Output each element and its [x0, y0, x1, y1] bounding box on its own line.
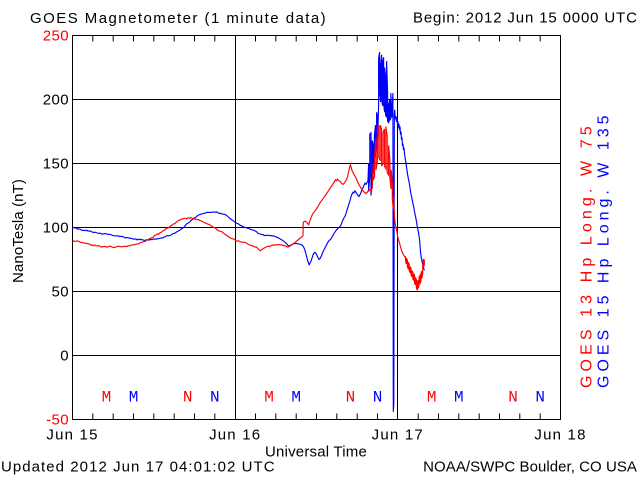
svg-text:Begin: 2012 Jun 15 0000 UTC: Begin: 2012 Jun 15 0000 UTC [413, 10, 638, 27]
svg-text:50: 50 [52, 284, 70, 301]
svg-text:N: N [183, 389, 193, 407]
svg-text:0: 0 [60, 348, 69, 365]
svg-text:N: N [346, 389, 356, 407]
svg-text:GOES Magnetometer (1 minute da: GOES Magnetometer (1 minute data) [30, 10, 327, 27]
svg-text:M: M [129, 389, 139, 407]
svg-text:100: 100 [43, 220, 69, 237]
svg-text:GOES 13 Hp Long. W 75: GOES 13 Hp Long. W 75 [579, 122, 596, 388]
svg-text:Jun 15: Jun 15 [46, 427, 98, 444]
svg-text:-50: -50 [46, 412, 69, 429]
svg-text:200: 200 [43, 92, 69, 109]
svg-text:NOAA/SWPC Boulder, CO USA: NOAA/SWPC Boulder, CO USA [423, 459, 637, 476]
svg-text:M: M [291, 389, 301, 407]
svg-text:N: N [373, 389, 383, 407]
svg-text:Updated 2012 Jun 17 04:01:02 U: Updated 2012 Jun 17 04:01:02 UTC [1, 459, 276, 476]
svg-text:250: 250 [43, 28, 69, 45]
svg-text:M: M [427, 389, 437, 407]
svg-text:N: N [508, 389, 518, 407]
svg-text:M: M [264, 389, 274, 407]
svg-text:GOES 15 Hp Long. W 135: GOES 15 Hp Long. W 135 [596, 111, 613, 388]
svg-text:M: M [102, 389, 112, 407]
svg-text:Jun 17: Jun 17 [372, 427, 424, 444]
svg-text:NanoTesla (nT): NanoTesla (nT) [10, 179, 27, 283]
svg-text:Universal Time: Universal Time [265, 444, 367, 461]
svg-text:Jun 18: Jun 18 [534, 427, 586, 444]
svg-text:N: N [210, 389, 220, 407]
svg-text:Jun 16: Jun 16 [209, 427, 261, 444]
svg-text:N: N [535, 389, 545, 407]
svg-text:150: 150 [43, 156, 69, 173]
svg-text:M: M [454, 389, 464, 407]
